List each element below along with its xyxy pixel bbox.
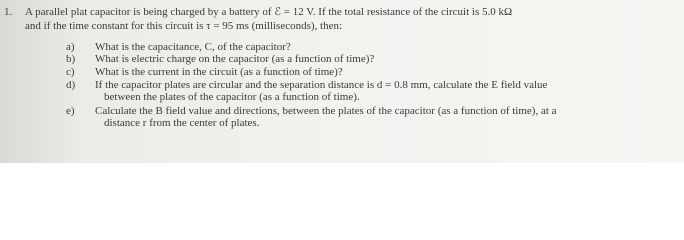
item-text: What is the current in the circuit (as a… bbox=[95, 66, 343, 78]
item-text: between the plates of the capacitor (as … bbox=[104, 91, 360, 103]
page: 1. A parallel plat capacitor is being ch… bbox=[0, 0, 684, 163]
stem-line: and if the time constant for this circui… bbox=[25, 20, 343, 32]
item-text: What is electric charge on the capacitor… bbox=[95, 53, 375, 65]
item-label: b) bbox=[66, 53, 76, 65]
item-label: a) bbox=[66, 41, 75, 53]
item-label: d) bbox=[66, 79, 76, 91]
stem-line: A parallel plat capacitor is being charg… bbox=[25, 6, 513, 18]
item-label: e) bbox=[66, 105, 75, 117]
item-text: distance r from the center of plates. bbox=[104, 117, 260, 129]
item-label: c) bbox=[66, 66, 75, 78]
item-text: Calculate the B field value and directio… bbox=[95, 105, 557, 117]
item-text: What is the capacitance, C, of the capac… bbox=[95, 41, 291, 53]
item-text: If the capacitor plates are circular and… bbox=[95, 79, 548, 91]
question-number: 1. bbox=[4, 6, 13, 18]
